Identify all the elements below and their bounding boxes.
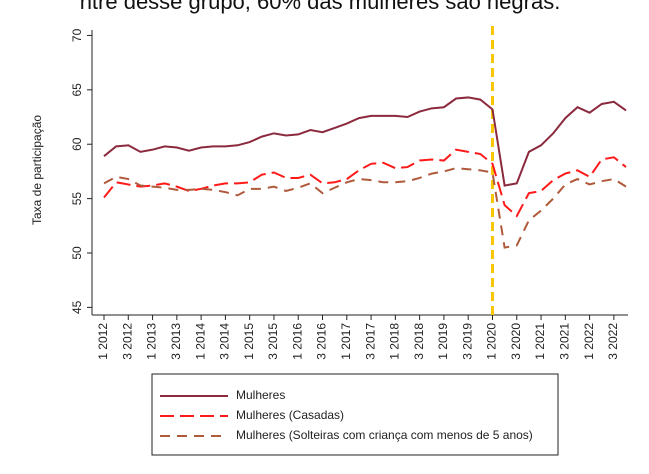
x-tick-label: 3 2012: [120, 323, 134, 360]
y-tick-label: 45: [70, 300, 84, 314]
x-tick-label: 1 2021: [533, 323, 547, 360]
y-tick-label: 55: [70, 192, 84, 206]
legend-label: Mulheres: [236, 388, 285, 402]
y-tick-label: 50: [70, 246, 84, 260]
x-tick-label: 1 2014: [193, 323, 207, 360]
y-tick-label: 70: [70, 28, 84, 42]
y-tick-label: 65: [70, 83, 84, 97]
x-tick-label: 1 2015: [242, 323, 256, 360]
x-tick-label: 1 2022: [582, 323, 596, 360]
x-tick-label: 3 2013: [169, 323, 183, 360]
x-tick-label: 1 2012: [96, 323, 110, 360]
x-tick-label: 1 2020: [485, 323, 499, 360]
y-tick-label: 60: [70, 137, 84, 151]
x-tick-label: 3 2017: [363, 323, 377, 360]
x-tick-label: 3 2022: [606, 323, 620, 360]
x-tick-label: 1 2013: [145, 323, 159, 360]
x-tick-label: 1 2018: [388, 323, 402, 360]
x-tick-label: 3 2018: [412, 323, 426, 360]
x-tick-label: 1 2017: [339, 323, 353, 360]
x-tick-label: 3 2015: [266, 323, 280, 360]
x-tick-label: 3 2019: [460, 323, 474, 360]
x-tick-label: 3 2020: [509, 323, 523, 360]
legend-label: Mulheres (Casadas): [236, 408, 344, 422]
caption: ntre desse grupo, 60% das mulheres são n…: [80, 0, 561, 14]
series-line: [103, 167, 627, 249]
x-tick-label: 3 2016: [315, 323, 329, 360]
x-tick-label: 1 2016: [290, 323, 304, 360]
series-line: [103, 96, 627, 187]
y-axis-title: Taxa de participação: [30, 115, 44, 225]
legend-box: [151, 373, 559, 456]
x-tick-label: 3 2014: [218, 323, 232, 360]
x-tick-label: 1 2019: [436, 323, 450, 360]
x-tick-label: 3 2021: [557, 323, 571, 360]
series-line: [103, 148, 627, 218]
legend-label: Mulheres (Solteiras com criança com meno…: [236, 428, 533, 442]
